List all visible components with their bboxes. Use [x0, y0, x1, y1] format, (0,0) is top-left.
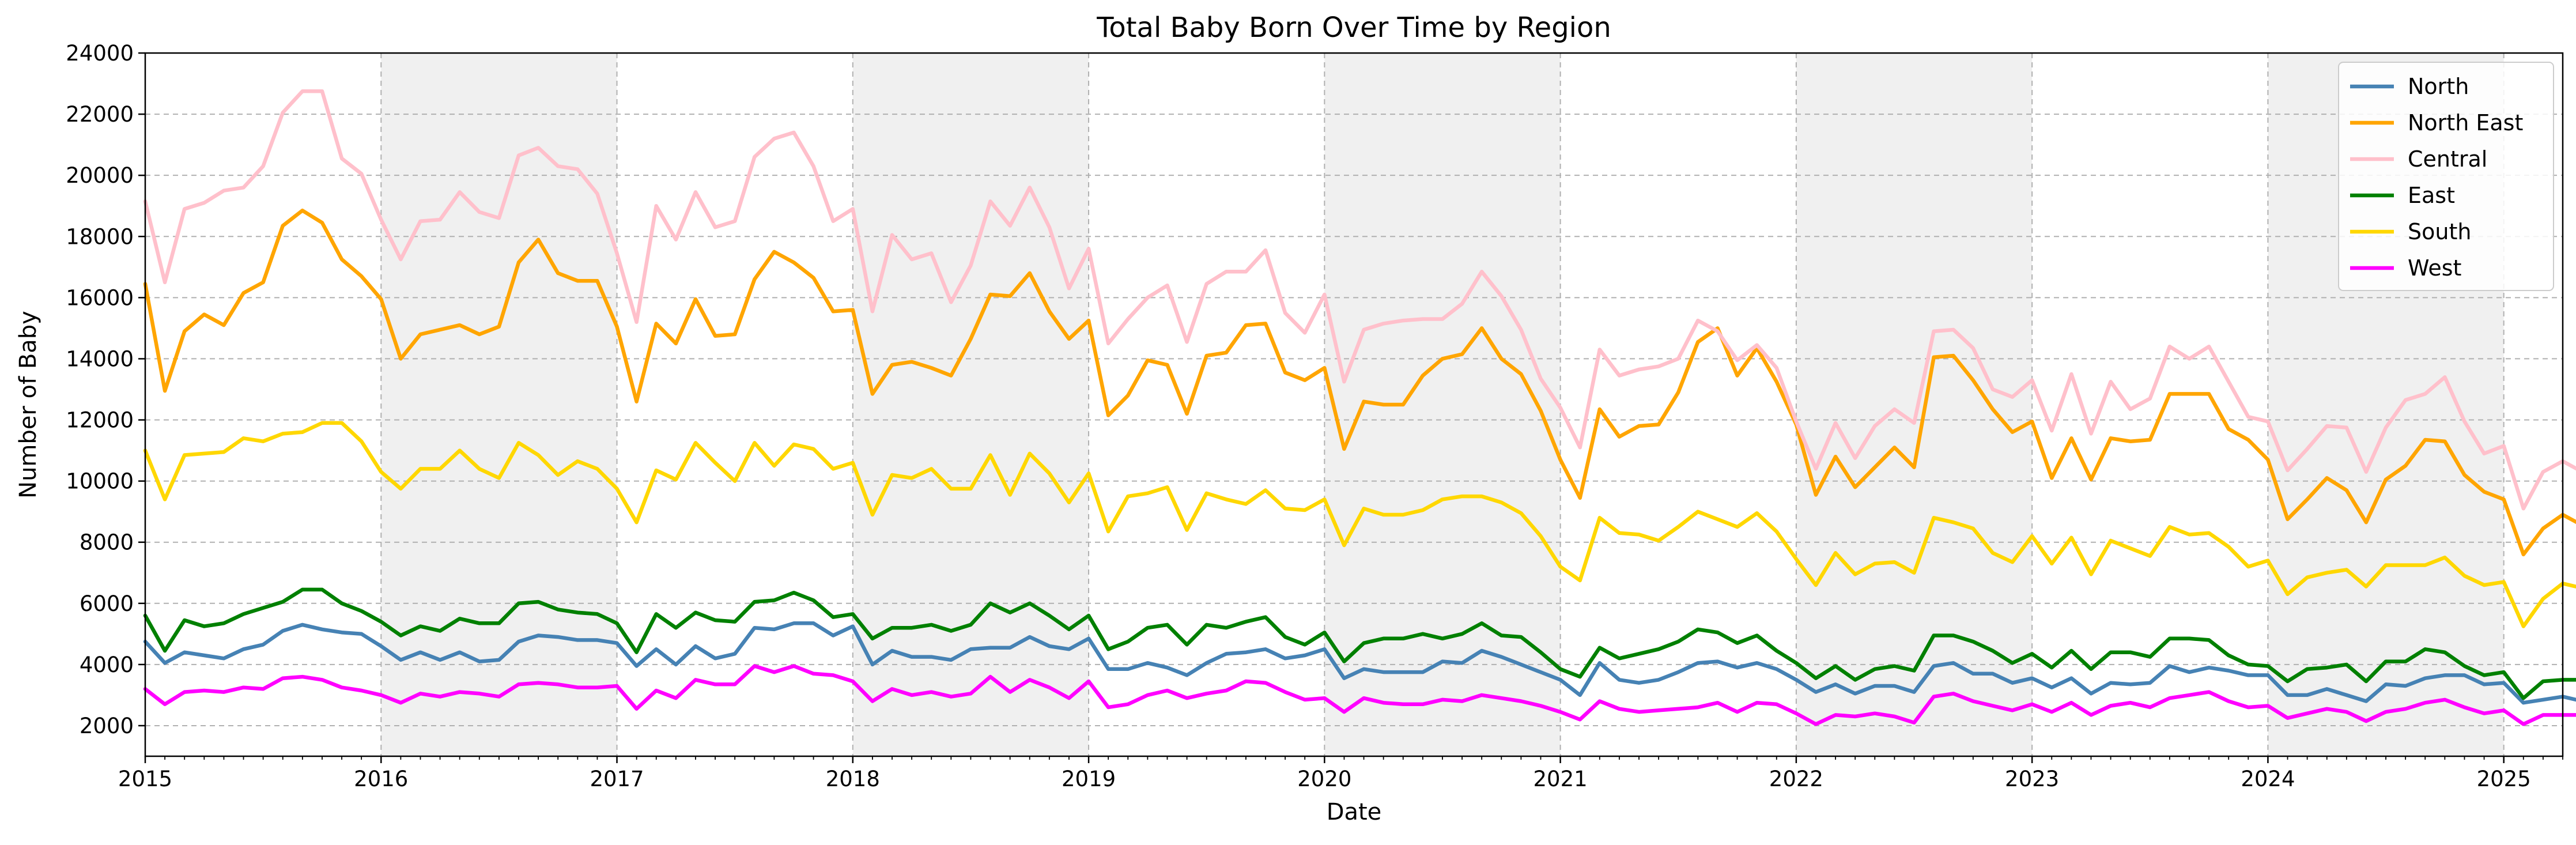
y-tick-label: 20000 — [66, 163, 134, 188]
plot-frame — [144, 52, 2564, 757]
y-tick-label: 2000 — [80, 714, 134, 738]
legend: North North East Central East South West — [2338, 62, 2554, 291]
y-tick-label: 12000 — [66, 408, 134, 433]
y-tick-label: 18000 — [66, 224, 134, 249]
x-tick-label: 2019 — [1062, 767, 1116, 791]
x-tick-label: 2018 — [826, 767, 880, 791]
y-tick-label: 4000 — [80, 652, 134, 677]
series-lines — [143, 89, 2576, 726]
legend-label-south: South — [2408, 219, 2471, 244]
x-tick-label: 2016 — [354, 767, 408, 791]
series-line-north-east — [143, 208, 2576, 557]
chart-title: Total Baby Born Over Time by Region — [1096, 12, 1611, 44]
x-tick-label: 2025 — [2477, 767, 2531, 791]
shaded-band — [1796, 53, 2033, 756]
y-axis-ticks: 2000 4000 6000 8000 10000 12000 14000 16000 1800… — [66, 41, 145, 738]
shaded-band — [852, 53, 1089, 756]
x-axis-ticks: 2015 2016 2017 2018 2019 2020 2021 2022 2023 2024… — [118, 756, 2563, 791]
series-line-south — [143, 421, 2576, 628]
y-tick-label: 24000 — [66, 41, 134, 66]
shaded-year-bands — [381, 53, 2504, 756]
x-axis-title: Date — [1327, 799, 1382, 825]
y-tick-label: 16000 — [66, 285, 134, 310]
legend-label-west: West — [2408, 255, 2461, 281]
x-tick-label: 2021 — [1533, 767, 1588, 791]
x-tick-label: 2015 — [118, 767, 172, 791]
y-tick-label: 10000 — [66, 469, 134, 494]
shaded-band — [1324, 53, 1561, 756]
series-line-east — [143, 587, 2576, 700]
legend-label-north: North — [2408, 74, 2469, 99]
x-tick-label: 2017 — [590, 767, 644, 791]
x-tick-label: 2023 — [2005, 767, 2059, 791]
y-tick-label: 6000 — [80, 591, 134, 616]
y-tick-label: 8000 — [80, 530, 134, 555]
shaded-band — [381, 53, 617, 756]
legend-label-north-east: North East — [2408, 110, 2523, 135]
legend-label-central: Central — [2408, 146, 2487, 172]
series-line-north — [143, 621, 2576, 705]
y-tick-label: 14000 — [66, 346, 134, 371]
x-tick-label: 2022 — [1769, 767, 1823, 791]
legend-label-east: East — [2408, 183, 2455, 208]
x-tick-label: 2020 — [1297, 767, 1351, 791]
y-tick-label: 22000 — [66, 102, 134, 127]
series-line-west — [143, 664, 2576, 726]
series-line-central — [143, 89, 2576, 511]
y-axis-title: Number of Baby — [15, 311, 41, 499]
x-tick-label: 2024 — [2241, 767, 2295, 791]
